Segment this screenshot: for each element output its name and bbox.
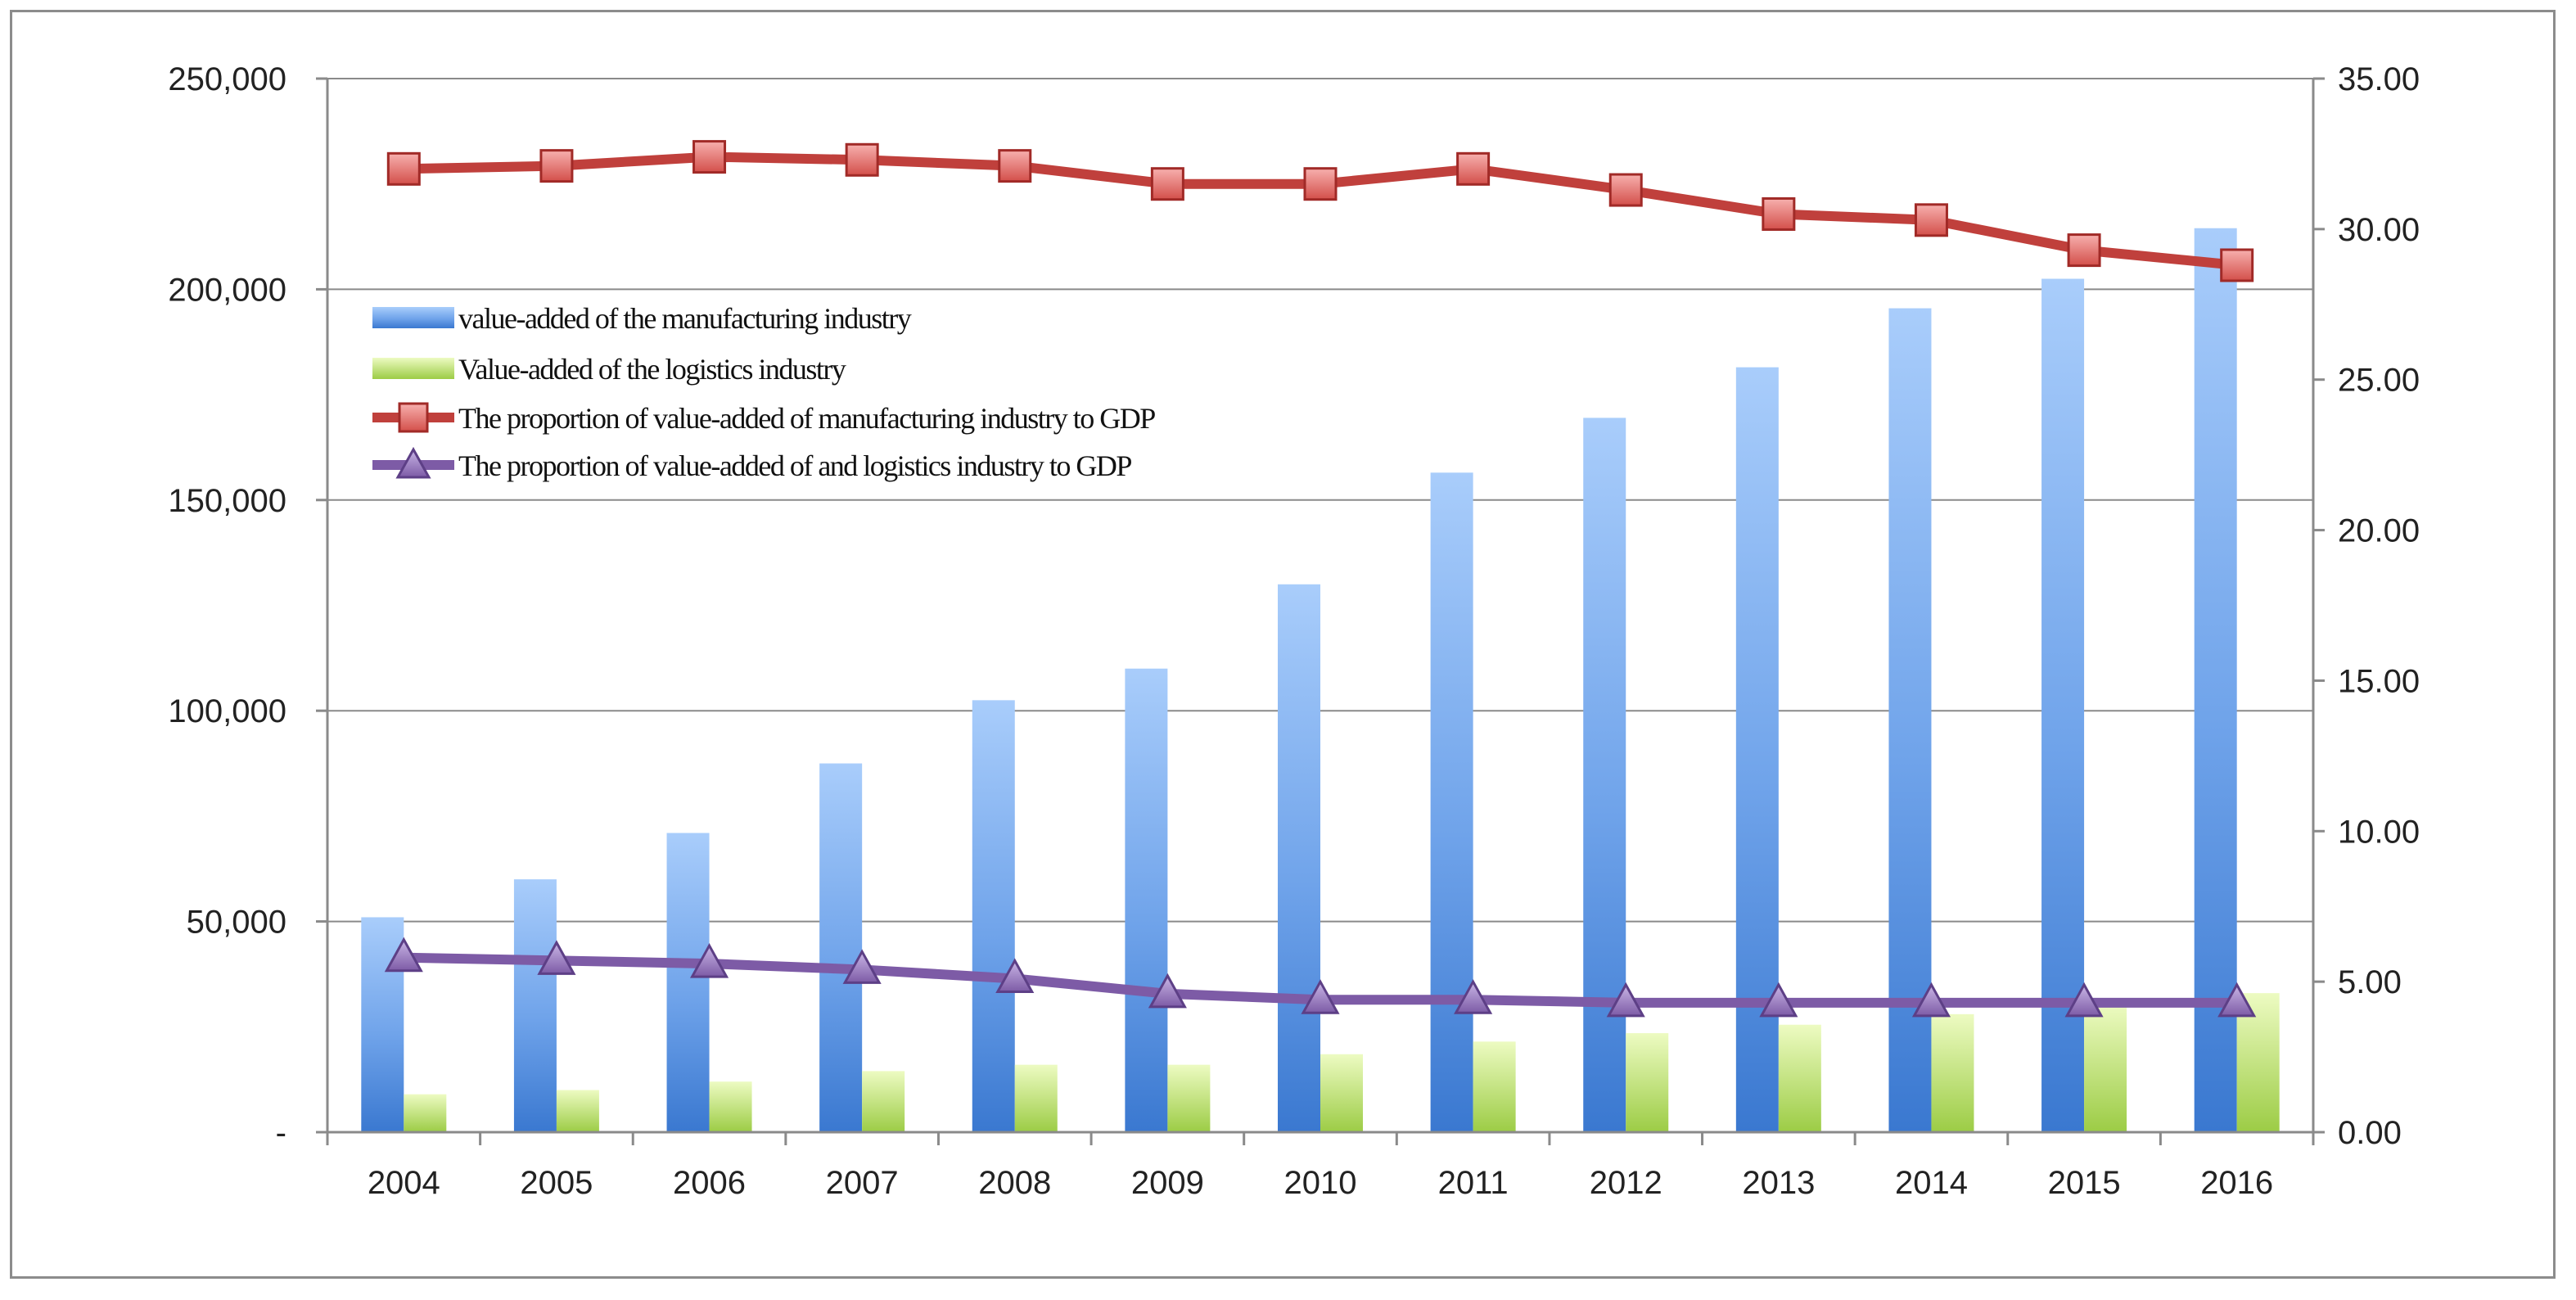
bar-manufacturing-2008 [972,700,1015,1132]
y-left-tick-label: 200,000 [168,272,286,308]
bar-logistics-2004 [404,1094,447,1132]
point-manufacturing-share-2010 [1303,167,1338,201]
tick-labels: - 50,000 100,000 150,000 200,000 250,000 0.00 5… [168,61,2420,1201]
point-manufacturing-share-2009 [1150,167,1184,201]
x-tick-label: 2015 [2048,1165,2121,1201]
point-manufacturing-share-2013 [1762,196,1796,231]
point-logistics-share-2005 [537,940,576,975]
legend-label-logistics: Value-added of the logistics industry [458,353,846,386]
point-manufacturing-share-2005 [539,149,574,183]
proportion-lines [384,140,2257,1018]
point-manufacturing-share-2011 [1456,151,1491,186]
x-tick-label: 2009 [1131,1165,1204,1201]
legend-swatch-logistics [372,358,454,379]
legend-label-manufacturing: value-added of the manufacturing industr… [458,302,912,335]
bar-logistics-2014 [1931,1013,1974,1132]
x-tick-label: 2013 [1742,1165,1815,1201]
manufacturing-bars [361,228,2237,1132]
bar-manufacturing-2013 [1735,367,1779,1132]
y-right-tick-label: 30.00 [2338,212,2420,248]
point-logistics-share-2014 [1911,982,1951,1018]
x-tick-label: 2014 [1895,1165,1968,1201]
point-logistics-share-2008 [995,958,1035,993]
point-manufacturing-share-2007 [845,142,879,177]
y-right-tick-label: 25.00 [2338,363,2420,399]
x-tick-label: 2004 [368,1165,440,1201]
y-right-tick-label: 35.00 [2338,61,2420,97]
legend-label-logistics-share: The proportion of value-added of and log… [458,449,1131,482]
point-logistics-share-2010 [1301,979,1340,1014]
bar-logistics-2006 [709,1081,752,1132]
bar-logistics-2005 [556,1090,599,1132]
y-left-tick-label: 100,000 [168,693,286,729]
legend-marker-square [398,402,429,433]
point-logistics-share-2006 [689,942,729,978]
bar-manufacturing-2011 [1430,472,1473,1132]
bar-manufacturing-2010 [1278,584,1320,1132]
bar-logistics-2011 [1473,1041,1516,1132]
y-left-tick-label: 150,000 [168,483,286,519]
point-manufacturing-share-2014 [1914,203,1948,237]
bar-manufacturing-2005 [513,879,557,1132]
y-right-tick-label: 15.00 [2338,663,2420,699]
logistics-bars [404,993,2280,1132]
bar-manufacturing-2009 [1125,668,1168,1132]
x-tick-label: 2011 [1438,1165,1509,1201]
point-logistics-share-2012 [1606,982,1645,1018]
bar-manufacturing-2007 [819,763,863,1132]
bar-logistics-2015 [2084,1003,2127,1132]
chart-frame [10,10,2556,1279]
gridlines [327,78,2313,923]
point-logistics-share-2004 [384,937,423,973]
legend-label-manufacturing-share: The proportion of value-added of manufac… [458,402,1155,435]
y-right-tick-label: 0.00 [2338,1115,2402,1151]
bar-logistics-2012 [1626,1033,1669,1132]
point-manufacturing-share-2012 [1608,173,1643,207]
legend-swatch-manufacturing [372,307,454,328]
bar-logistics-2013 [1778,1024,1821,1132]
y-right-tick-label: 20.00 [2338,513,2420,549]
bar-logistics-2009 [1167,1064,1211,1132]
x-tick-label: 2008 [978,1165,1051,1201]
bar-manufacturing-2006 [666,833,710,1132]
y-left-tick-label: 50,000 [187,905,286,941]
point-manufacturing-share-2006 [692,140,727,174]
x-tick-label: 2007 [826,1165,899,1201]
bar-logistics-2008 [1014,1064,1058,1132]
y-right-tick-label: 5.00 [2338,964,2402,1000]
x-tick-label: 2016 [2200,1165,2273,1201]
y-left-tick-label: - [276,1115,286,1151]
point-logistics-share-2011 [1454,979,1493,1014]
axes [316,77,2325,1145]
legend-marker-triangle [395,446,431,479]
point-manufacturing-share-2004 [386,151,421,186]
point-logistics-share-2007 [842,949,882,984]
bar-manufacturing-2014 [1888,308,1932,1132]
y-right-tick-label: 10.00 [2338,814,2420,850]
y-left-tick-label: 250,000 [168,61,286,97]
point-logistics-share-2009 [1148,973,1187,1009]
point-logistics-share-2015 [2064,982,2104,1018]
bar-manufacturing-2012 [1583,418,1626,1132]
bar-logistics-2010 [1320,1054,1363,1132]
point-logistics-share-2016 [2217,982,2257,1018]
x-tick-label: 2005 [520,1165,593,1201]
x-tick-label: 2012 [1590,1165,1662,1201]
point-manufacturing-share-2015 [2067,233,2101,268]
legend: value-added of the manufacturing industr… [372,302,1157,482]
bar-manufacturing-2015 [2041,278,2085,1132]
point-manufacturing-share-2016 [2220,248,2254,282]
bar-logistics-2007 [862,1071,905,1132]
x-tick-label: 2010 [1284,1165,1357,1201]
bar-manufacturing-2016 [2194,228,2237,1132]
point-manufacturing-share-2008 [998,149,1032,183]
point-logistics-share-2013 [1759,982,1798,1018]
x-tick-label: 2006 [673,1165,746,1201]
